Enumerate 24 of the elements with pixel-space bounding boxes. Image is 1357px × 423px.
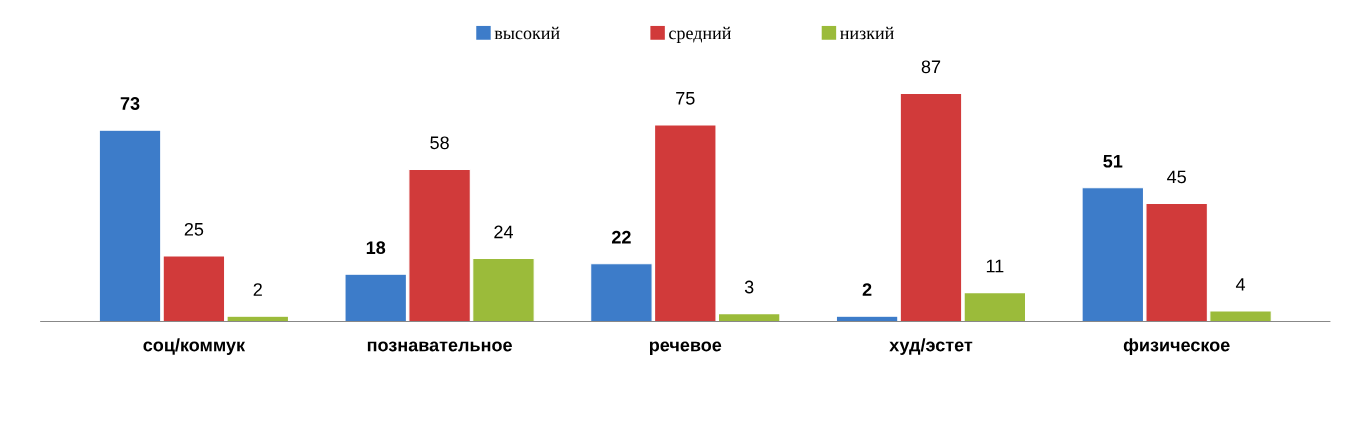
data-label: 58 [430, 136, 449, 150]
data-label: 24 [494, 225, 513, 239]
data-label: 18 [366, 241, 386, 255]
x-tick-label: соц/коммук [143, 338, 246, 355]
bar [98, 129, 162, 322]
data-label: 2 [862, 283, 872, 296]
legend-label: низкий [840, 26, 894, 40]
data-label: 87 [921, 60, 941, 74]
data-label: 25 [184, 222, 204, 236]
data-label: 73 [120, 97, 140, 110]
data-label: 22 [611, 230, 631, 244]
x-tick-label: худ/эстет [889, 338, 973, 355]
x-tick-label: речевое [649, 341, 722, 355]
data-label: 11 [986, 259, 1004, 273]
data-label: 3 [744, 280, 754, 294]
data-label: 45 [1167, 170, 1186, 184]
legend-label: средний [669, 26, 731, 43]
legend-label: высокий [494, 26, 560, 40]
data-label: 2 [253, 283, 262, 296]
data-label: 4 [1235, 278, 1246, 291]
data-label: 75 [676, 92, 695, 105]
x-tick-label: познавательное [367, 341, 512, 352]
data-label: 51 [1103, 154, 1123, 168]
x-tick-label: физическое [1123, 338, 1230, 355]
